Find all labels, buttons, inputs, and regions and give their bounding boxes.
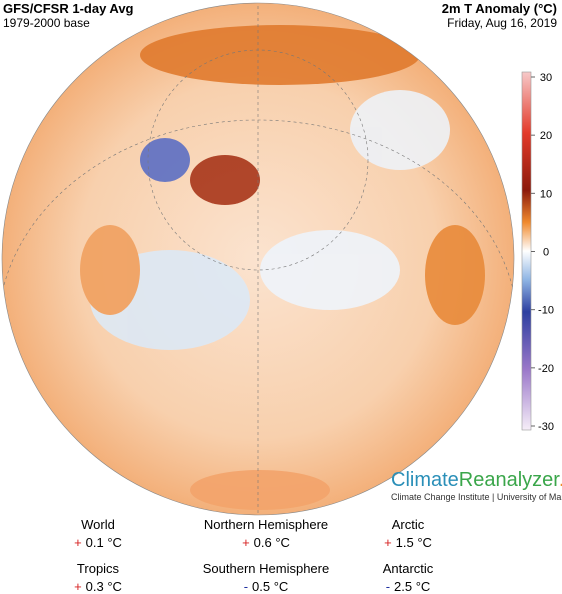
stat-name: Tropics [77,561,120,576]
subtitle: 1979-2000 base [3,16,90,30]
globe [1,2,515,516]
stat-value: +1.5 °C [384,535,432,550]
stat-sign: + [242,535,250,550]
logo: ClimateReanalyzer.org [391,469,562,491]
colorbar-label: 0 [543,247,549,259]
stat-value: +0.3 °C [74,579,122,594]
stat-number: 1.5 °C [396,535,432,550]
colorbar-label: -20 [538,363,554,375]
stat-value: -2.5 °C [386,579,431,594]
stat-sign: + [384,535,392,550]
stat-name: Arctic [392,517,425,532]
stat-value: -0.5 °C [244,579,289,594]
stat-sign: + [74,579,82,594]
variable: 2m T Anomaly (°C) [442,1,557,16]
stat-sign: - [386,579,390,594]
logo-part: Reanalyzer [459,469,561,491]
stat-number: 0.1 °C [86,535,122,550]
stat-value: +0.1 °C [74,535,122,550]
colorbar-label: 10 [540,188,552,200]
colorbar-label: 20 [540,130,552,142]
stat-name: Antarctic [383,561,434,576]
date: Friday, Aug 16, 2019 [447,16,557,30]
stat-number: 0.6 °C [254,535,290,550]
stat-name: World [81,517,115,532]
stat-sign: - [244,579,248,594]
logo-part: Climate [391,469,459,491]
stat-number: 0.3 °C [86,579,122,594]
colorbar [521,71,532,431]
logo-credit: Climate Change Institute | University of… [391,492,562,502]
logo-part: .org [559,469,562,491]
stat-name: Northern Hemisphere [204,517,328,532]
stats: World + 0.1 °C Northern Hemisphere + 0.6 °C Ar… [74,517,434,594]
stat-number: 0.5 °C [252,579,288,594]
colorbar-label: -10 [538,305,554,317]
stat-sign: + [74,535,82,550]
title: GFS/CFSR 1-day Avg [3,1,134,16]
stat-value: +0.6 °C [242,535,290,550]
colorbar-label: 30 [540,72,552,84]
stat-name: Southern Hemisphere [203,561,329,576]
stat-number: 2.5 °C [394,579,430,594]
colorbar-label: -30 [538,421,554,433]
